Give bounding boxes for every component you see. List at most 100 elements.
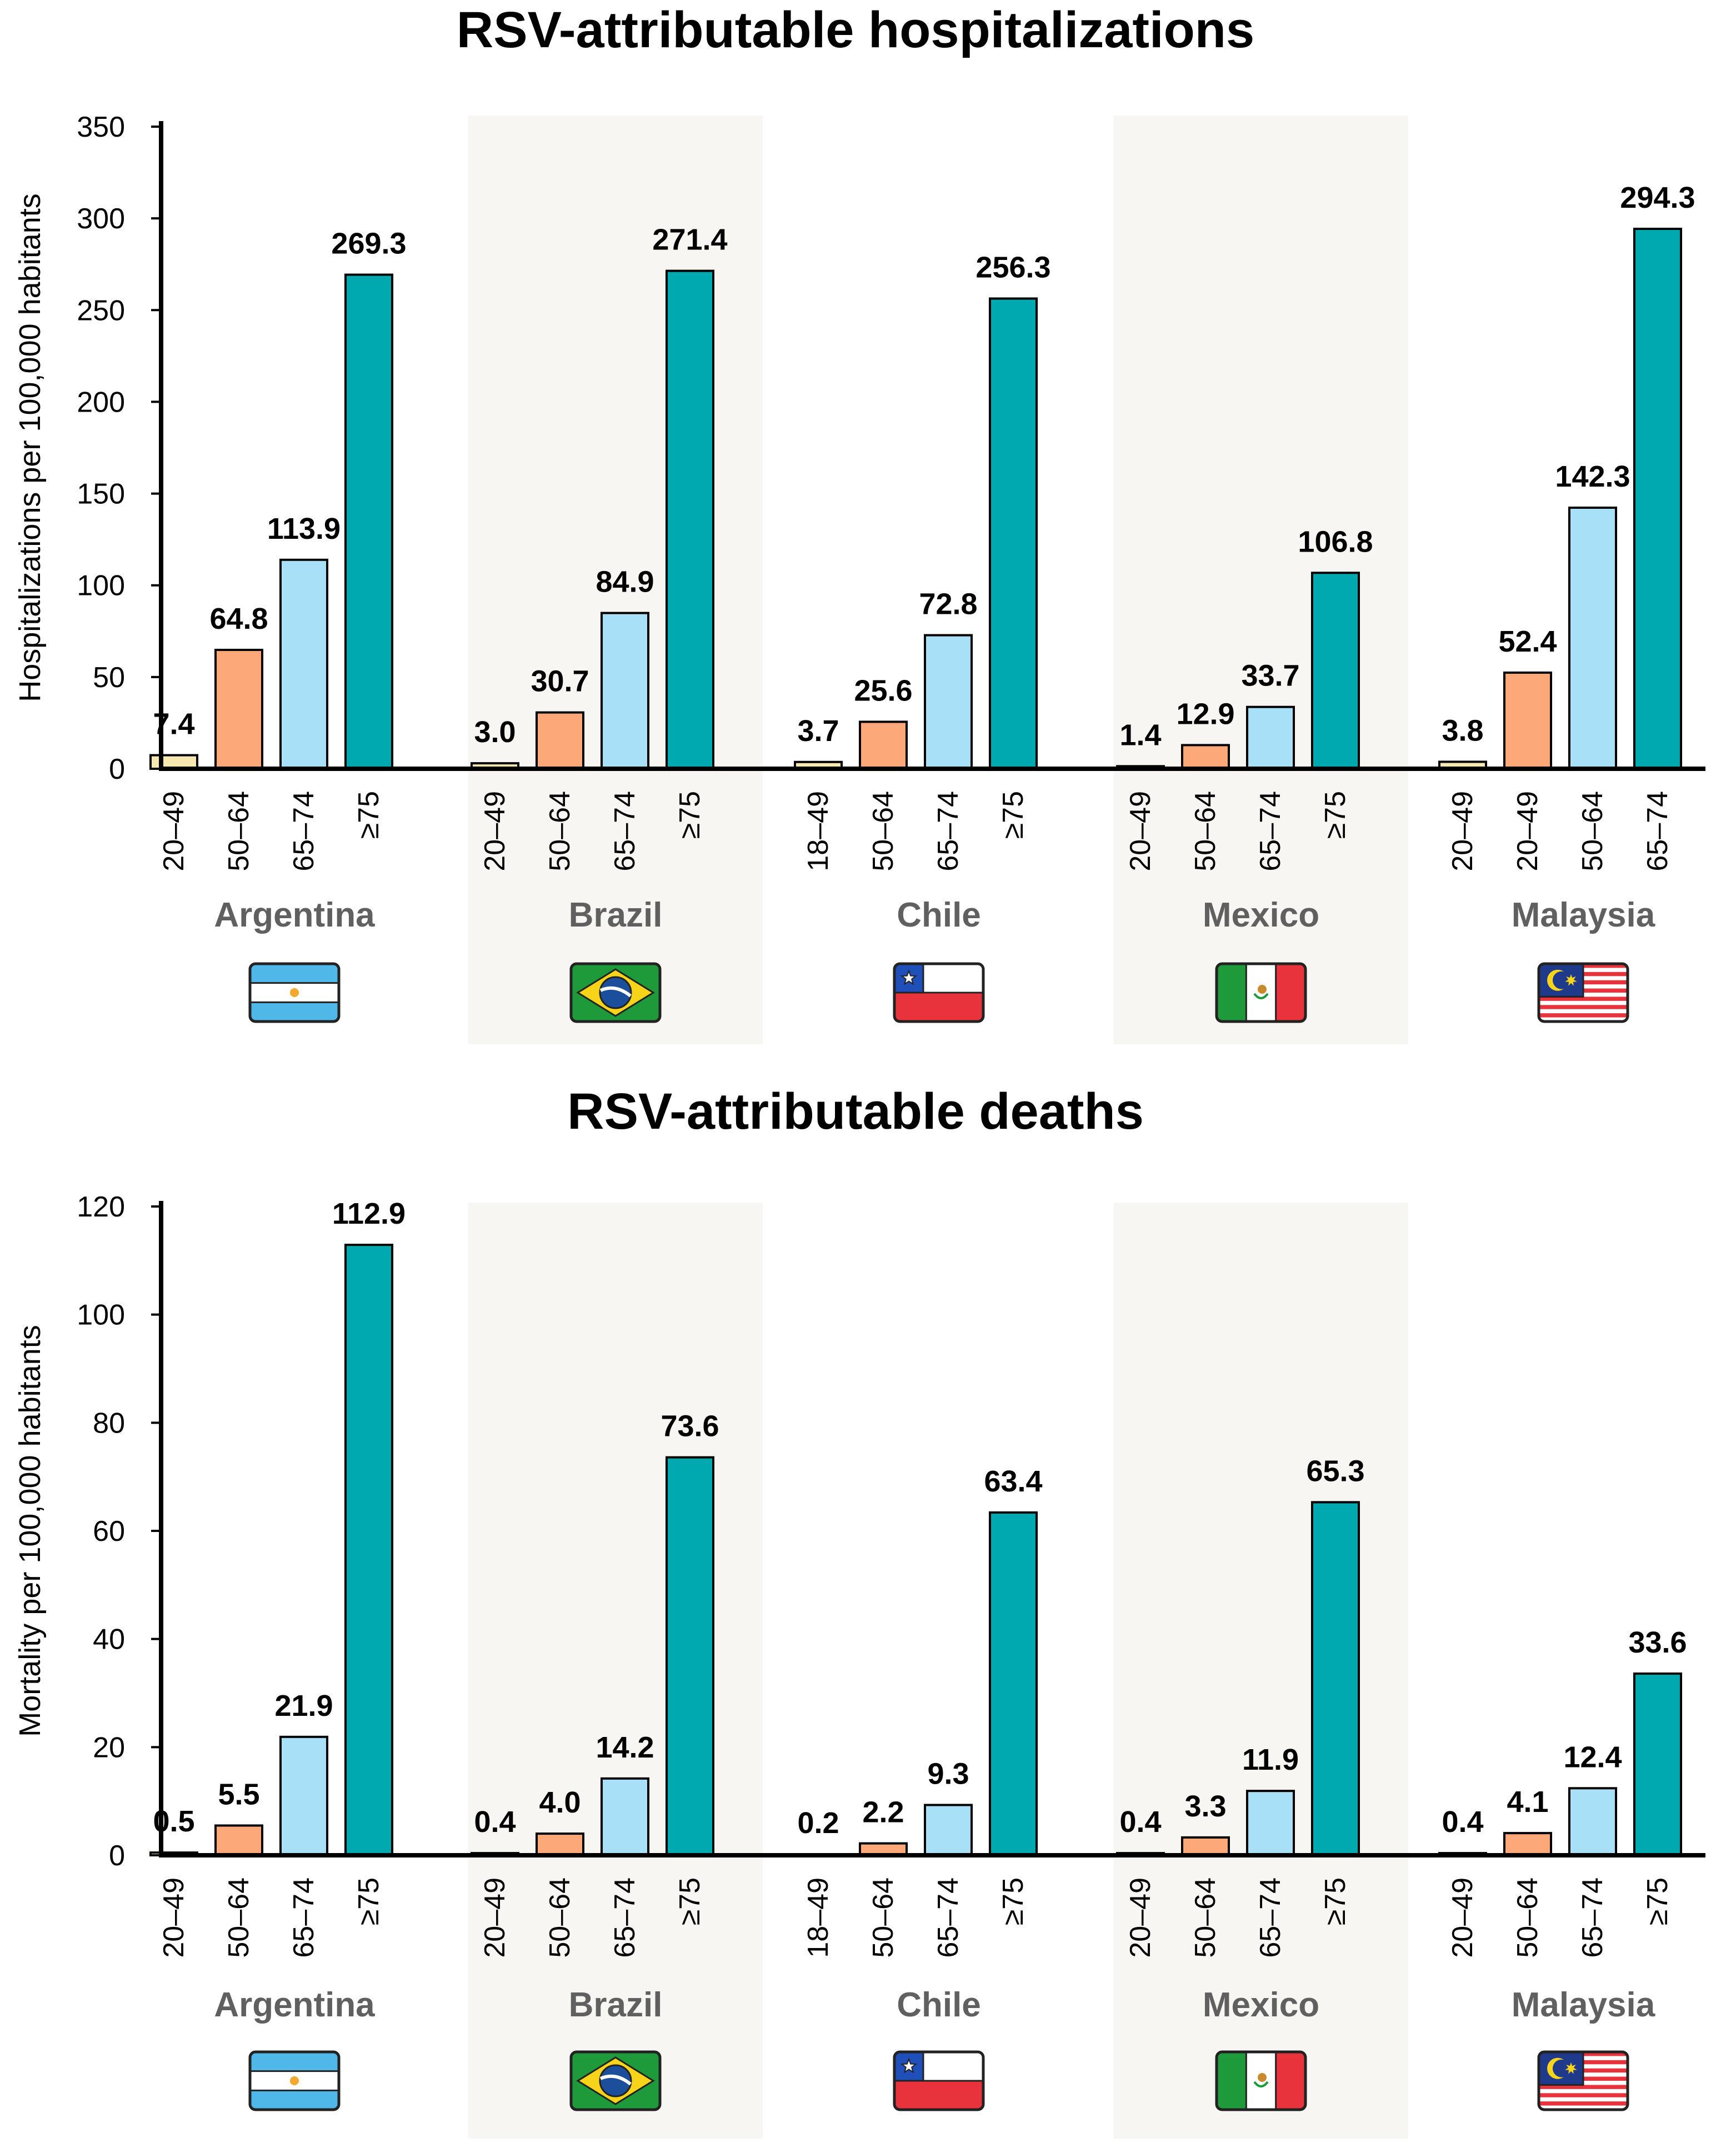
- y-tick-label: 20: [93, 1731, 125, 1764]
- x-tick-label: 65–74: [609, 1877, 641, 1958]
- flag-stripe: [250, 2052, 339, 2071]
- data-label: 65.3: [1306, 1454, 1364, 1488]
- x-tick-label: 20–49: [479, 791, 511, 872]
- wreath-icon: [1253, 993, 1269, 999]
- data-label: 30.7: [531, 665, 589, 698]
- x-tick-label: 50–64: [223, 1877, 255, 1958]
- x-tick-label: 20–49: [1124, 791, 1157, 872]
- group-chile: 3.7 18–49 25.6 50–64 72.8 65–74 256.3 ≥75 Chile: [794, 251, 1051, 1023]
- x-tick-label: 50–64: [1512, 1877, 1544, 1958]
- flag-border: [248, 2050, 341, 2111]
- group-malaysia: 3.8 20–49 52.4 20–49 142.3 50–64 294.3 65–74 Mal…: [1438, 181, 1695, 1023]
- bar: [214, 648, 263, 770]
- flag-stripe: [894, 2081, 983, 2110]
- mexico-flag: [1215, 962, 1307, 1023]
- data-label: 72.8: [919, 588, 977, 621]
- bar: [1181, 744, 1230, 770]
- group-mexico: 1.4 20–49 12.9 50–64 33.7 65–74 106.8 ≥75 Mexico: [1116, 525, 1373, 1023]
- x-tick-label: ≥75: [353, 1877, 385, 1925]
- eagle-icon: [1258, 2073, 1267, 2082]
- data-label: 11.9: [1242, 1743, 1299, 1776]
- brazil-flag: [569, 962, 662, 1023]
- bar: [989, 297, 1038, 770]
- data-label: 0.4: [474, 1805, 516, 1839]
- data-label: 33.6: [1628, 1626, 1687, 1659]
- bar: [536, 711, 584, 770]
- country-label: Argentina: [214, 896, 375, 934]
- malaysia-flag: [1537, 962, 1629, 1023]
- data-label: 0.4: [1119, 1805, 1161, 1839]
- x-tick-label: 50–64: [1189, 791, 1222, 872]
- eagle-icon: [1258, 985, 1267, 994]
- flag-border: [1537, 962, 1629, 1023]
- star-icon: [900, 969, 918, 985]
- bar: [1503, 671, 1552, 770]
- x-tick-label: ≥75: [997, 791, 1029, 839]
- y-tick-label: 120: [77, 1191, 125, 1223]
- flag-border: [1215, 2050, 1307, 2111]
- x-tick-label: 65–74: [932, 1877, 964, 1958]
- x-tick-label: ≥75: [674, 1877, 706, 1925]
- flag-stripe: [1217, 2052, 1247, 2110]
- sun-icon: [290, 2076, 299, 2085]
- x-tick-label: 50–64: [1189, 1877, 1222, 1958]
- y-tick-label: 350: [77, 111, 125, 143]
- data-label: 4.0: [539, 1786, 581, 1819]
- bar: [1568, 1787, 1617, 1856]
- bar: [536, 1832, 584, 1856]
- flag-stripe: [1539, 2085, 1628, 2089]
- data-label: 21.9: [274, 1689, 333, 1723]
- globe-icon: [599, 976, 632, 1009]
- star-icon: [900, 2057, 918, 2074]
- bar: [666, 269, 714, 770]
- flag-band: [599, 2074, 632, 2086]
- y-tick-label: 50: [93, 662, 125, 694]
- y-tick-label: 100: [77, 1299, 125, 1331]
- group-argentina: 0.520–495.550–6421.965–74112.9≥75Argenti…: [149, 1197, 406, 2111]
- bar: [1246, 705, 1295, 770]
- x-tick-label: 65–74: [609, 791, 641, 872]
- x-tick-label: 65–74: [1254, 791, 1287, 872]
- country-label: Chile: [897, 1986, 981, 2024]
- flag-stripe: [1539, 2101, 1628, 2106]
- data-label: 3.8: [1442, 714, 1483, 747]
- x-tick-label: 20–49: [158, 1877, 190, 1958]
- hospitalizations-panel: RSV-attributable hospitalizations Hospita…: [13, 2, 1705, 1044]
- y-tick-label: 0: [109, 1840, 125, 1872]
- data-label: 52.4: [1498, 625, 1557, 658]
- group-brazil: 0.4 20–49 4.0 50–64 14.2 65–74 73.6 ≥75 Brazil: [471, 1410, 719, 2111]
- bar: [214, 1824, 263, 1856]
- x-tick-label: 18–49: [802, 791, 834, 872]
- y-tick-label: 200: [77, 386, 125, 418]
- data-label: 106.8: [1298, 525, 1373, 558]
- x-tick-label: 65–74: [1254, 1877, 1287, 1958]
- bar: [1503, 1832, 1552, 1856]
- mexico-flag: [1215, 2050, 1307, 2111]
- bar: [344, 273, 393, 770]
- y-tick-label: 300: [77, 203, 125, 235]
- bar: [1633, 1672, 1682, 1856]
- data-label: 0.4: [1442, 1805, 1483, 1839]
- country-label: Mexico: [1203, 1986, 1319, 2024]
- bar: [344, 1244, 393, 1856]
- data-label: 9.3: [927, 1757, 969, 1790]
- y-axis-label: Mortality per 100,000 habitants: [13, 1325, 47, 1736]
- bar: [989, 1511, 1038, 1857]
- group-malaysia: 0.4 20–49 4.1 50–64 12.4 65–74 33.6 ≥75 Malaysia: [1438, 1626, 1687, 2111]
- flag-stripe: [1275, 964, 1305, 1022]
- y-axis-label: Hospitalizations per 100,000 habitants: [13, 193, 47, 702]
- bar: [1311, 1501, 1360, 1856]
- flag-border: [569, 962, 662, 1023]
- flag-border: [893, 2050, 985, 2111]
- x-tick-label: 65–74: [1642, 791, 1674, 872]
- wreath-icon: [1253, 2081, 1269, 2087]
- chile-flag: [893, 962, 985, 1023]
- y-tick-label: 100: [77, 570, 125, 602]
- flag-border: [248, 962, 341, 1023]
- data-label: 1.4: [1119, 718, 1161, 752]
- data-label: 73.6: [661, 1410, 719, 1443]
- x-tick-label: ≥75: [1642, 1877, 1674, 1925]
- crescent-mask: [1553, 2059, 1570, 2077]
- sun-icon: [290, 988, 299, 997]
- data-label: 3.3: [1184, 1790, 1226, 1823]
